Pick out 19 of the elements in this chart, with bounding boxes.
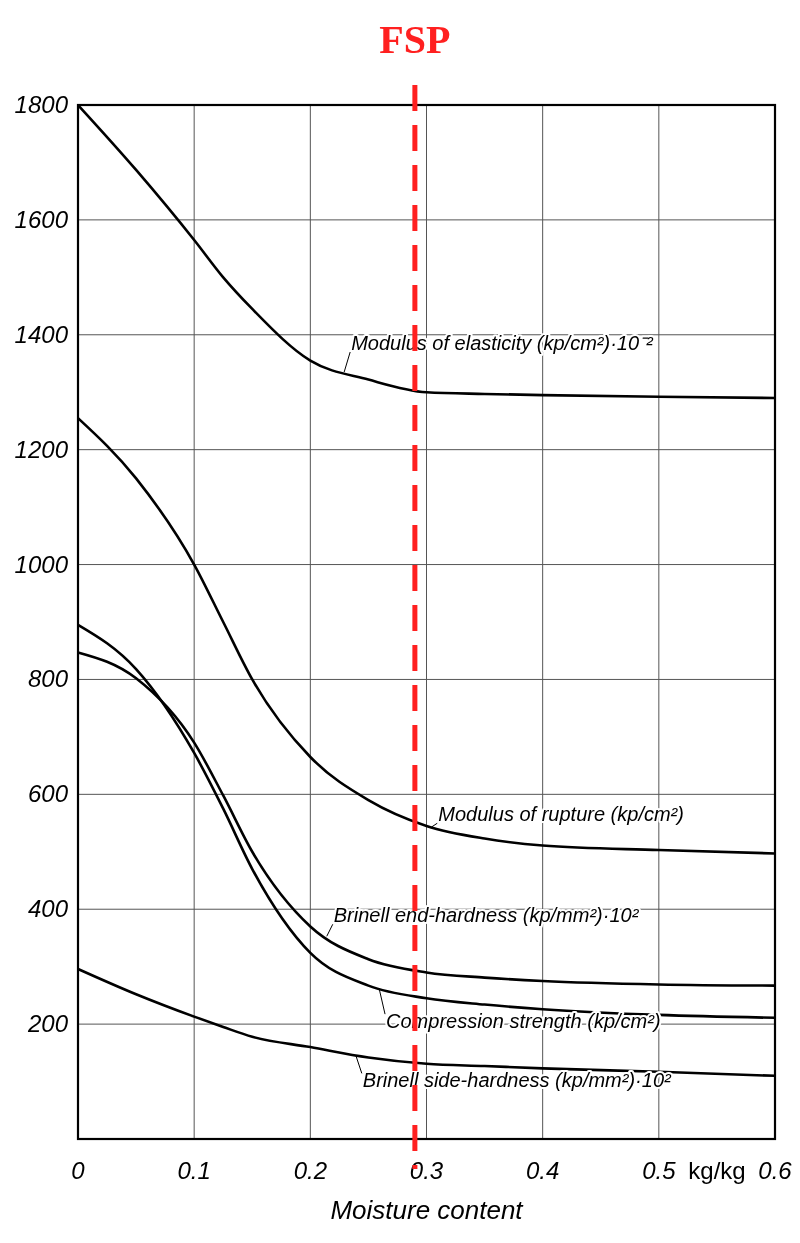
x-tick-label: 0.2 (293, 1157, 328, 1184)
text: kg/kg (688, 1157, 746, 1184)
x-tick-label: 0.6 (758, 1157, 793, 1184)
x-tick-label: 0.1 (177, 1157, 211, 1184)
x-tick-label: 0 (71, 1157, 86, 1184)
x-axis-title: Moisture content (330, 1195, 525, 1225)
y-tick-label: 1800 (14, 91, 69, 118)
y-tick-label: 200 (26, 1010, 69, 1038)
x-tick-label: 0.5 (642, 1157, 677, 1184)
y-tick-label: 1000 (14, 550, 69, 578)
y-tick-label: 400 (27, 895, 69, 923)
ref-line-label: FSP (379, 17, 451, 62)
y-tick-label: 1400 (14, 320, 69, 348)
x-tick-label: 0.4 (525, 1157, 560, 1184)
y-tick-label: 1600 (14, 205, 69, 233)
x-tick-label: 0.3 (409, 1157, 444, 1184)
y-tick-label: 600 (27, 780, 69, 808)
y-tick-label: 1200 (14, 435, 69, 463)
y-tick-label: 800 (27, 665, 69, 693)
